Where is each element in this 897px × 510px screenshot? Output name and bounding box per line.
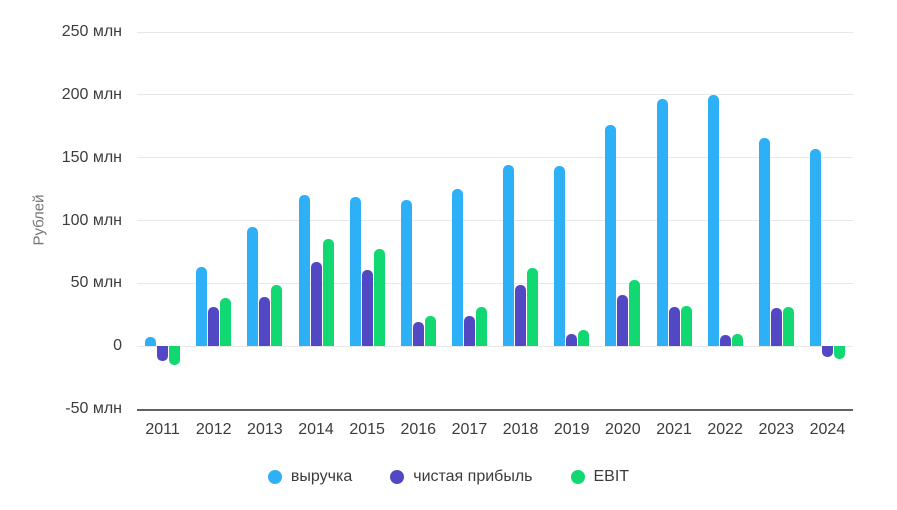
- x-label-2014: 2014: [298, 421, 334, 438]
- bar-чистая-прибыль-2018: [515, 284, 527, 347]
- legend-item-выручка[interactable]: выручка: [267, 468, 353, 486]
- x-label-2022: 2022: [707, 421, 743, 438]
- x-label-2023: 2023: [758, 421, 795, 438]
- bar-EBIT-2012: [220, 298, 232, 347]
- x-label-2015: 2015: [349, 421, 385, 438]
- y-tick-label: -50 млн: [65, 400, 122, 417]
- plot-area: [137, 31, 853, 411]
- bar-чистая-прибыль-2016: [412, 322, 424, 347]
- legend-label: выручка: [290, 468, 353, 485]
- bar-выручка-2012: [196, 266, 208, 347]
- y-tick-label: 100 млн: [61, 211, 122, 229]
- y-tick-label: 200 млн: [61, 85, 122, 103]
- bar-чистая-прибыль-2015: [361, 269, 373, 347]
- bar-выручка-2024: [809, 148, 821, 347]
- x-label-2016: 2016: [400, 421, 437, 438]
- legend-dot-icon: [390, 470, 405, 484]
- gridline-150: [137, 157, 853, 159]
- gridline-100: [137, 220, 853, 221]
- y-tick-label: 150 млн: [61, 148, 122, 166]
- gridline-0: [137, 345, 853, 347]
- gridline-250: [137, 31, 853, 33]
- bar-выручка-2015: [349, 196, 361, 347]
- x-label-2020: 2020: [605, 421, 641, 438]
- legend-item-EBIT[interactable]: EBIT: [570, 468, 630, 486]
- legend-dot-icon: [267, 470, 282, 484]
- bar-выручка-2023: [758, 137, 770, 347]
- y-tick-label: 0: [113, 337, 122, 355]
- bar-чистая-прибыль-2014: [310, 261, 322, 347]
- bar-выручка-2020: [605, 124, 617, 347]
- bar-чистая-прибыль-2023: [770, 308, 782, 347]
- x-label-2024: 2024: [809, 421, 846, 438]
- bar-выручка-2011: [145, 337, 157, 347]
- bar-EBIT-2019: [578, 329, 590, 347]
- bar-EBIT-2024: [833, 346, 845, 359]
- bar-EBIT-2020: [629, 279, 641, 347]
- bar-выручка-2013: [247, 226, 259, 347]
- x-label-2013: 2013: [247, 421, 283, 438]
- bar-чистая-прибыль-2022: [719, 334, 731, 347]
- legend-dot-icon: [570, 470, 585, 484]
- y-axis-tick-labels: 250 млн 200 млн 150 млн 100 млн 50 млн 0 -50 м…: [0, 0, 122, 510]
- bar-выручка-2014: [298, 195, 310, 347]
- bar-чистая-прибыль-2017: [463, 316, 475, 347]
- bar-выручка-2017: [451, 189, 463, 347]
- bar-чистая-прибыль-2024: [821, 346, 833, 358]
- bar-выручка-2018: [503, 165, 515, 347]
- bar-выручка-2019: [554, 166, 566, 347]
- bar-чистая-прибыль-2013: [259, 297, 271, 347]
- bar-EBIT-2017: [475, 307, 487, 347]
- x-label-2011: 2011: [145, 421, 180, 438]
- bar-EBIT-2018: [527, 268, 539, 347]
- bar-выручка-2022: [707, 94, 719, 347]
- x-label-2021: 2021: [656, 421, 692, 438]
- bar-чистая-прибыль-2011: [157, 346, 169, 362]
- bar-EBIT-2014: [322, 239, 334, 347]
- bar-EBIT-2015: [373, 249, 385, 347]
- x-label-2018: 2018: [502, 421, 539, 438]
- bar-чистая-прибыль-2020: [617, 294, 629, 347]
- gridline-200: [137, 94, 853, 96]
- legend-label: EBIT: [593, 468, 630, 485]
- y-tick-label: 250 млн: [61, 23, 122, 40]
- x-label-2012: 2012: [195, 421, 232, 438]
- bar-EBIT-2023: [782, 307, 794, 347]
- x-label-2017: 2017: [451, 421, 488, 438]
- bar-выручка-2021: [656, 98, 668, 347]
- bar-выручка-2016: [400, 200, 412, 347]
- y-tick-label: 50 млн: [70, 274, 122, 292]
- bar-EBIT-2022: [731, 333, 743, 347]
- x-axis-labels: 2011 2012 2013 2014 2015 2016 2017 2018 2019 2020…: [0, 421, 897, 443]
- legend: выручка чистая прибыль EBIT: [0, 468, 897, 486]
- x-label-2019: 2019: [553, 421, 590, 438]
- bar-чистая-прибыль-2019: [566, 333, 578, 347]
- bar-чистая-прибыль-2021: [668, 307, 680, 347]
- legend-label: чистая прибыль: [413, 468, 533, 485]
- bar-чистая-прибыль-2012: [208, 307, 220, 347]
- gridline-50: [137, 282, 853, 284]
- bar-EBIT-2016: [424, 316, 436, 347]
- bar-EBIT-2021: [680, 305, 692, 347]
- bar-EBIT-2013: [271, 284, 283, 347]
- bar-EBIT-2011: [169, 346, 181, 365]
- legend-item-чистая-прибыль[interactable]: чистая прибыль: [390, 468, 533, 486]
